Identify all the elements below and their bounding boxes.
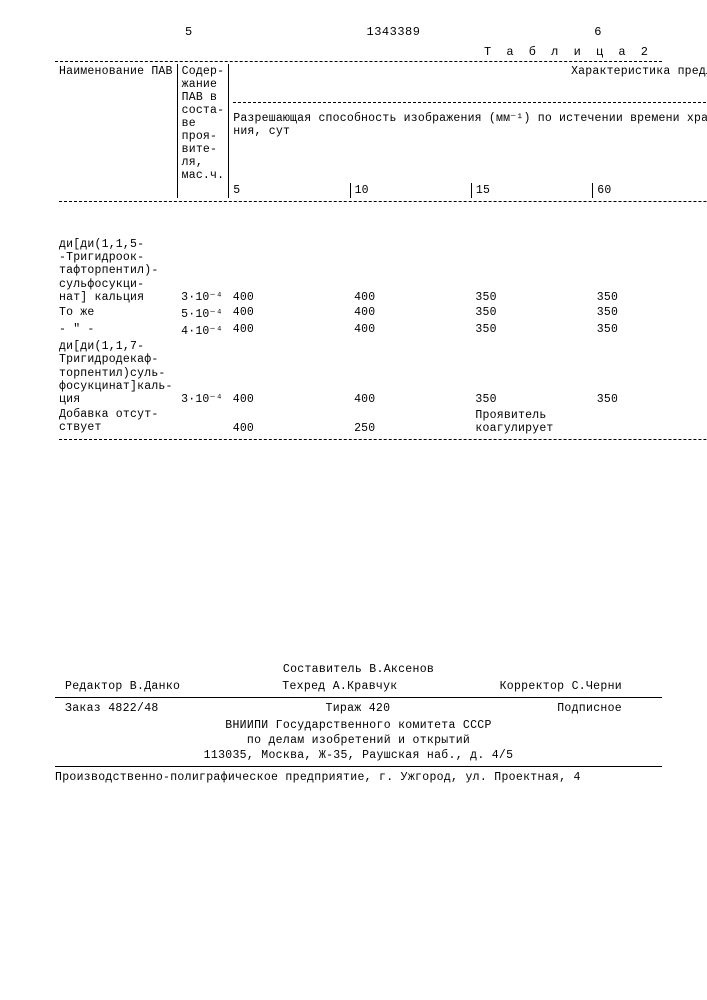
page-num-right: 6	[594, 25, 602, 39]
cell-val: 350	[593, 322, 707, 339]
divider-row	[55, 198, 707, 205]
cell-val: 350	[593, 305, 707, 322]
cell-name: ди[ди(1,1,5- -Тригидроок- тафторпентил)-…	[55, 237, 177, 305]
page-header: 5 1343389 6	[55, 25, 662, 39]
spacer	[55, 205, 707, 237]
divider	[55, 697, 662, 698]
cell-val: 400	[229, 237, 350, 305]
hdr-conc: Содер- жание ПАВ в соста- ве проя- вите-…	[177, 64, 229, 183]
cell-val: 400	[350, 237, 471, 305]
hdr-span: Характеристика предложенного проявителя	[229, 64, 707, 101]
footer-korrektor: Корректор С.Черни	[500, 680, 622, 693]
cell-val: 350	[471, 339, 592, 407]
cell-val: 400	[350, 322, 471, 339]
data-table: Наименование ПАВ Содер- жание ПАВ в сост…	[55, 64, 707, 443]
footer-tehred: Техред А.Кравчук	[282, 680, 397, 693]
footer-tirazh: Тираж 420	[326, 702, 391, 715]
footer-block: Составитель В.Аксенов Редактор В.Данко Т…	[55, 663, 662, 784]
table-row: ди[ди(1,1,7- Тригидродекаф- торпентил)су…	[55, 339, 707, 407]
divider-row	[55, 436, 707, 443]
cell-val: Проявитель коагулирует	[471, 407, 707, 435]
footer-print-info: Заказ 4822/48 Тираж 420 Подписное	[65, 702, 622, 715]
cell-val: 400	[350, 339, 471, 407]
hdr-day: 60	[593, 183, 707, 198]
cell-val: 400	[350, 305, 471, 322]
cell-val: 350	[471, 237, 592, 305]
hdr-day: 5	[229, 183, 350, 198]
cell-val: 350	[593, 339, 707, 407]
footer-print: Производственно-полиграфическое предприя…	[55, 771, 662, 784]
cell-conc	[177, 407, 229, 435]
cell-val: 350	[471, 305, 592, 322]
cell-val: 400	[229, 407, 350, 435]
cell-val: 350	[471, 322, 592, 339]
footer-org2: по делам изобретений и открытий	[55, 734, 662, 747]
hdr-day: 10	[350, 183, 471, 198]
cell-val: 350	[593, 237, 707, 305]
cell-conc: 3·10⁻⁴	[177, 339, 229, 407]
table-header-days: 5 10 15 60 5 10 15 60	[55, 183, 707, 198]
footer-editor: Редактор В.Данко	[65, 680, 180, 693]
divider	[55, 766, 662, 767]
hdr-sub-left: Разрешающая способность изображения (мм⁻…	[229, 109, 707, 183]
cell-name: То же	[55, 305, 177, 322]
cell-val: 400	[229, 322, 350, 339]
cell-name: - " -	[55, 322, 177, 339]
footer-credits: Редактор В.Данко Техред А.Кравчук Коррек…	[65, 680, 622, 693]
table-row: - " - 4·10⁻⁴ 400 400 350 350 50 50 50 70	[55, 322, 707, 339]
page-num-left: 5	[185, 25, 193, 39]
doc-number: 1343389	[367, 25, 421, 39]
divider	[55, 61, 662, 62]
cell-conc: 4·10⁻⁴	[177, 322, 229, 339]
hdr-day: 15	[471, 183, 592, 198]
cell-val: 400	[229, 305, 350, 322]
cell-conc: 3·10⁻⁴	[177, 237, 229, 305]
cell-val: 400	[229, 339, 350, 407]
footer-org1: ВНИИПИ Государственного комитета СССР	[55, 719, 662, 732]
footer-zakaz: Заказ 4822/48	[65, 702, 159, 715]
cell-conc: 5·10⁻⁴	[177, 305, 229, 322]
hdr-name: Наименование ПАВ	[55, 64, 177, 183]
footer-sostavitel: Составитель В.Аксенов	[55, 663, 662, 676]
cell-name: ди[ди(1,1,7- Тригидродекаф- торпентил)су…	[55, 339, 177, 407]
cell-name: Добавка отсут- ствует	[55, 407, 177, 435]
table-row: ди[ди(1,1,5- -Тригидроок- тафторпентил)-…	[55, 237, 707, 305]
table-row: То же 5·10⁻⁴ 400 400 350 350 50 50 50 70	[55, 305, 707, 322]
footer-podpis: Подписное	[557, 702, 622, 715]
footer-addr: 113035, Москва, Ж-35, Раушская наб., д. …	[55, 749, 662, 762]
table-label: Т а б л и ц а 2	[55, 45, 652, 59]
cell-val: 250	[350, 407, 471, 435]
table-row: Добавка отсут- ствует 400 250 Проявитель…	[55, 407, 707, 435]
table-header-row1: Наименование ПАВ Содер- жание ПАВ в сост…	[55, 64, 707, 101]
